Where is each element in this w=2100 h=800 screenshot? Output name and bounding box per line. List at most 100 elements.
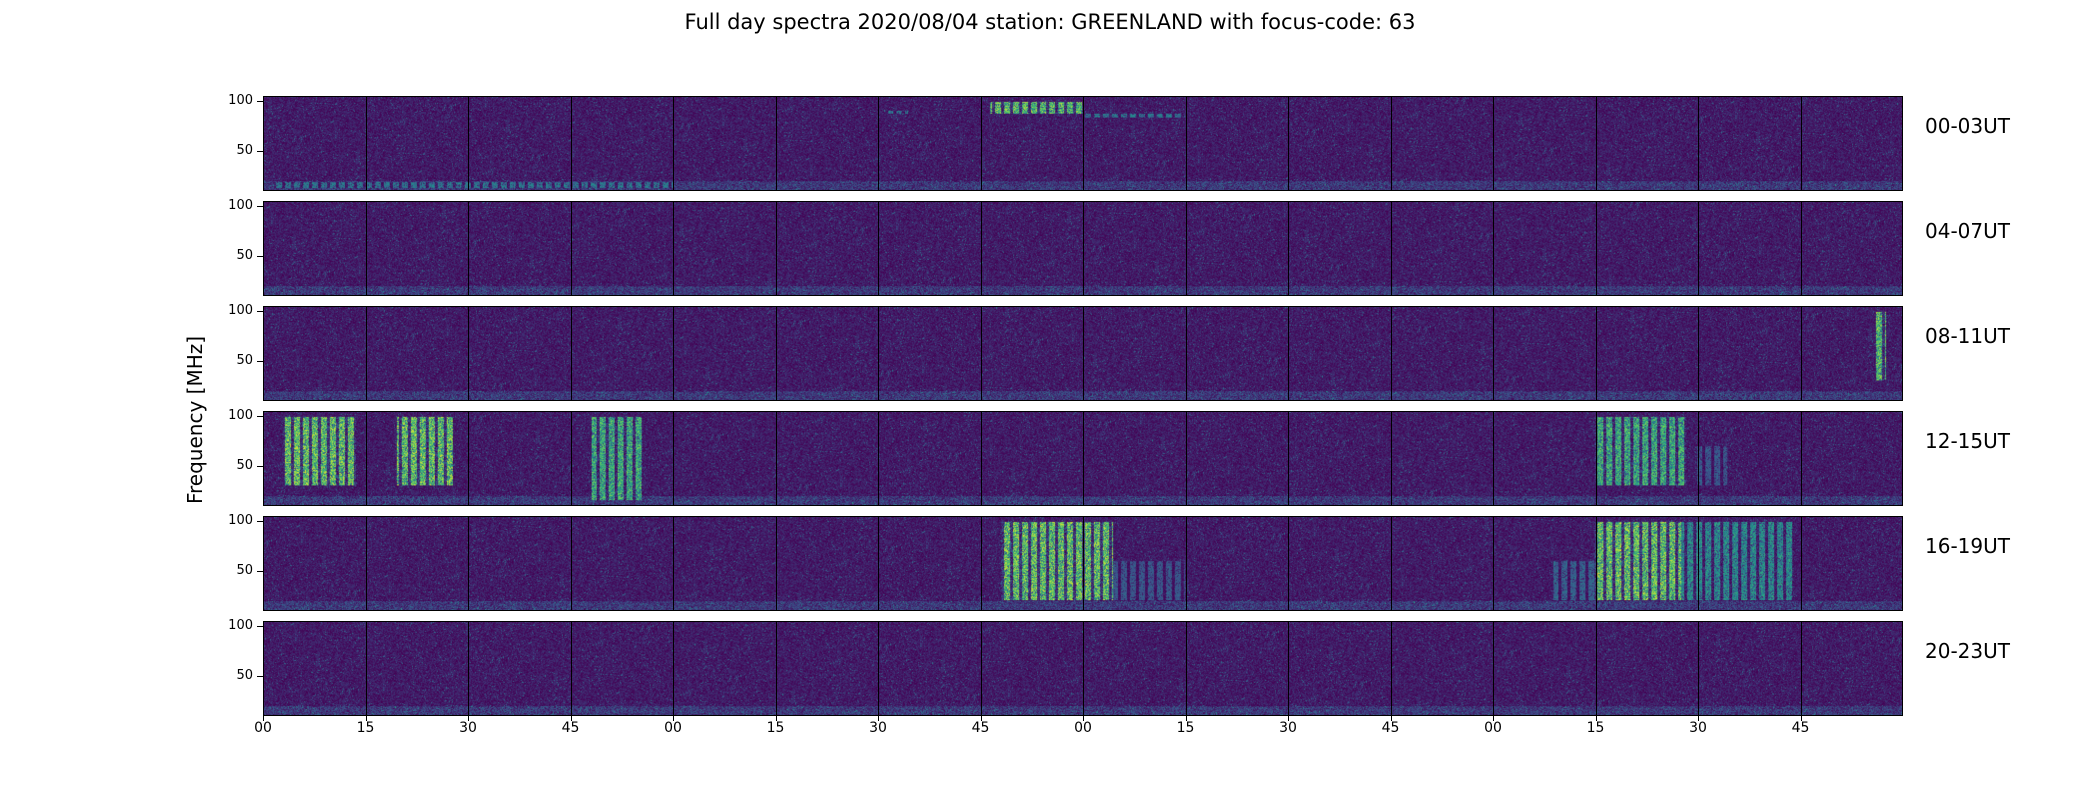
segment-divider: [1800, 97, 1802, 190]
y-tick-mark: [257, 466, 263, 467]
y-tick-mark: [257, 571, 263, 572]
x-tick-label: 45: [561, 720, 580, 736]
x-tick-mark: [980, 715, 982, 721]
segment-divider: [1288, 202, 1289, 295]
y-tick-mark: [257, 676, 263, 677]
segment-divider: [468, 622, 469, 715]
y-tick-label: 50: [236, 563, 253, 578]
segment-divider: [1390, 97, 1392, 190]
segment-divider: [1595, 412, 1597, 505]
x-tick-label: 00: [1074, 720, 1092, 736]
segment-divider: [1083, 517, 1084, 610]
segment-divider: [1595, 307, 1597, 400]
segment-divider: [1800, 622, 1802, 715]
segment-divider: [1083, 622, 1084, 715]
segment-divider: [365, 622, 367, 715]
y-tick-label: 100: [228, 303, 253, 318]
y-tick-label: 100: [228, 513, 253, 528]
y-tick-mark: [257, 101, 263, 102]
segment-divider: [1390, 517, 1392, 610]
segment-divider: [365, 307, 367, 400]
y-tick-mark: [257, 626, 263, 627]
segment-divider: [1083, 412, 1084, 505]
segment-divider: [1698, 622, 1699, 715]
y-tick-label: 50: [236, 353, 253, 368]
y-tick-mark: [257, 206, 263, 207]
x-tick-mark: [878, 715, 879, 721]
segment-divider: [570, 307, 572, 400]
segment-divider: [1288, 307, 1289, 400]
segment-divider: [1390, 412, 1392, 505]
segment-divider: [775, 622, 777, 715]
segment-divider: [1595, 97, 1597, 190]
x-tick-label: 45: [971, 720, 990, 736]
x-tick-mark: [1698, 715, 1699, 721]
segment-divider: [1288, 97, 1289, 190]
segment-divider: [775, 202, 777, 295]
segment-divider: [1083, 307, 1084, 400]
segment-divider: [980, 97, 982, 190]
row-label: 04-07UT: [1925, 219, 2010, 243]
segment-divider: [1698, 307, 1699, 400]
segment-divider: [1288, 622, 1289, 715]
row-label: 20-23UT: [1925, 639, 2010, 663]
segment-divider: [1390, 622, 1392, 715]
segment-divider: [1698, 202, 1699, 295]
segment-divider: [1185, 202, 1187, 295]
x-tick-mark: [673, 715, 674, 721]
segment-divider: [1800, 412, 1802, 505]
x-tick-mark: [1390, 715, 1392, 721]
segment-divider: [365, 412, 367, 505]
x-tick-mark: [1493, 715, 1494, 721]
x-tick-mark: [1185, 715, 1187, 721]
x-tick-label: 15: [766, 720, 785, 736]
segment-divider: [1800, 202, 1802, 295]
y-tick-label: 100: [228, 93, 253, 108]
segment-divider: [468, 307, 469, 400]
y-tick-label: 100: [228, 198, 253, 213]
x-tick-label: 00: [254, 720, 272, 736]
x-tick-mark: [775, 715, 777, 721]
y-tick-label: 50: [236, 143, 253, 158]
x-tick-label: 30: [1689, 720, 1707, 736]
segment-divider: [775, 517, 777, 610]
segment-divider: [1595, 202, 1597, 295]
segment-divider: [1493, 97, 1494, 190]
x-tick-mark: [263, 715, 264, 721]
segment-divider: [570, 412, 572, 505]
row-label: 08-11UT: [1925, 324, 2010, 348]
segment-divider: [365, 517, 367, 610]
segment-divider: [570, 97, 572, 190]
y-axis-label: Frequency [MHz]: [183, 335, 207, 505]
segment-divider: [878, 97, 879, 190]
segment-divider: [878, 307, 879, 400]
x-tick-label: 45: [1381, 720, 1400, 736]
x-tick-label: 30: [459, 720, 477, 736]
segment-divider: [980, 622, 982, 715]
y-tick-mark: [257, 256, 263, 257]
segment-divider: [1595, 517, 1597, 610]
segment-divider: [570, 202, 572, 295]
segment-divider: [1595, 622, 1597, 715]
x-tick-label: 30: [1279, 720, 1297, 736]
segment-divider: [1288, 412, 1289, 505]
spectrogram-panel: [263, 306, 1903, 401]
segment-divider: [673, 202, 674, 295]
segment-divider: [468, 97, 469, 190]
segment-divider: [980, 202, 982, 295]
segment-divider: [1493, 412, 1494, 505]
segment-divider: [775, 412, 777, 505]
segment-divider: [1800, 517, 1802, 610]
segment-divider: [673, 412, 674, 505]
segment-divider: [468, 517, 469, 610]
segment-divider: [365, 202, 367, 295]
row-label: 12-15UT: [1925, 429, 2010, 453]
x-tick-label: 00: [664, 720, 682, 736]
segment-divider: [1185, 622, 1187, 715]
segment-divider: [365, 97, 367, 190]
row-label: 00-03UT: [1925, 114, 2010, 138]
segment-divider: [1698, 412, 1699, 505]
segment-divider: [673, 622, 674, 715]
segment-divider: [1083, 97, 1084, 190]
x-tick-mark: [570, 715, 572, 721]
